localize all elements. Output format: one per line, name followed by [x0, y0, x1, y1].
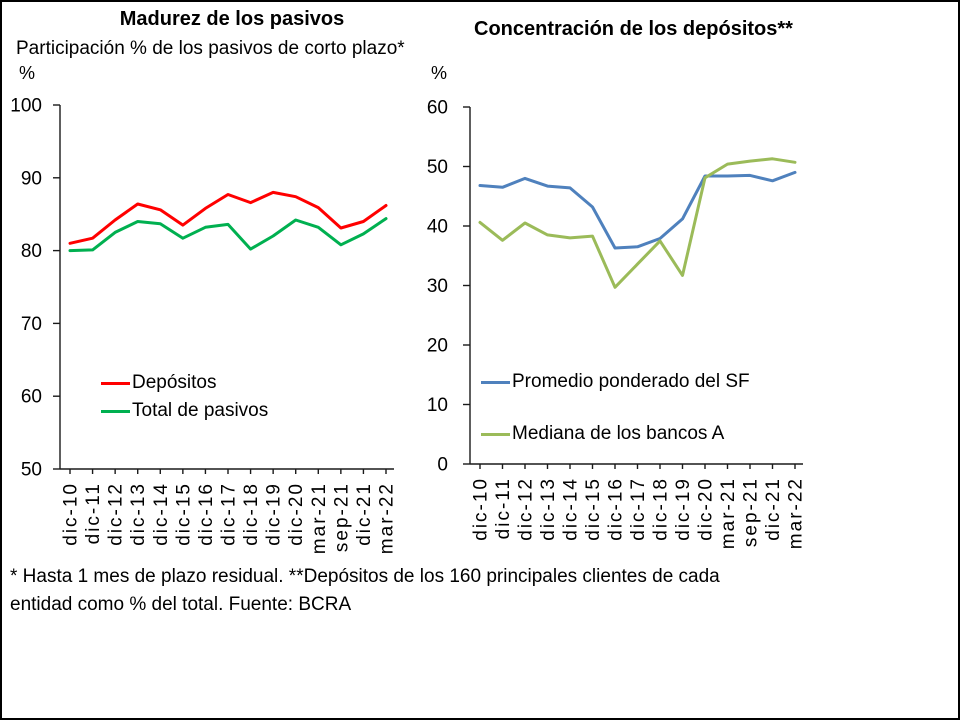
legend-label-total-de-pasivos: Total de pasivos — [132, 400, 269, 421]
legend-label-depositos: Depósitos — [132, 372, 217, 393]
x-tick-label: dic-13 — [128, 482, 149, 546]
x-tick-label: dic-20 — [696, 477, 717, 541]
x-tick-label: mar-22 — [786, 477, 807, 549]
depositos-line-swatch — [101, 381, 130, 385]
series-line — [478, 170, 797, 250]
x-tick-label: dic-19 — [673, 477, 694, 541]
y-tick-label: 40 — [427, 217, 448, 238]
series-line — [68, 217, 388, 253]
promedio-ponderado-line-swatch — [481, 380, 510, 384]
x-tick-label: dic-15 — [173, 482, 194, 546]
y-tick-label: 50 — [21, 460, 42, 481]
y-tick-label: 60 — [427, 98, 448, 119]
x-tick-label: dic-18 — [651, 477, 672, 541]
legend-item-total-de-pasivos: Total de pasivos — [101, 400, 268, 422]
series-line — [68, 190, 388, 245]
x-tick-label: dic-12 — [106, 482, 127, 546]
y-tick-label: 0 — [437, 455, 448, 476]
x-tick-label: dic-10 — [61, 482, 82, 546]
legend-item-promedio-ponderado: Promedio ponderado del SF — [481, 371, 750, 393]
y-tick-label: 90 — [21, 168, 42, 189]
right-chart-title: Concentración de los depósitos** — [474, 18, 793, 40]
x-tick-label: dic-21 — [763, 477, 784, 541]
x-tick-label: dic-11 — [83, 482, 104, 544]
total-de-pasivos-line-swatch — [101, 409, 130, 413]
x-tick-label: dic-15 — [583, 477, 604, 541]
x-tick-label: dic-12 — [516, 477, 537, 541]
y-tick-label: 50 — [427, 157, 448, 178]
x-tick-label: mar-21 — [309, 482, 330, 554]
left-chart-title: Madurez de los pasivos — [119, 8, 345, 30]
y-tick-label: 70 — [21, 314, 42, 335]
x-tick-label: mar-22 — [377, 482, 398, 554]
y-tick-label: 30 — [427, 276, 448, 297]
x-tick-label: dic-14 — [151, 482, 172, 546]
series-line — [478, 157, 797, 289]
right-chart-legend: Promedio ponderado del SF Mediana de los… — [481, 371, 750, 445]
y-tick-label: 60 — [21, 387, 42, 408]
left-chart-subtitle: Participación % de los pasivos de corto … — [16, 38, 405, 59]
x-tick-label: dic-18 — [241, 482, 262, 546]
y-tick-label: 10 — [427, 395, 448, 416]
y-tick-label: 100 — [10, 96, 42, 117]
x-tick-label: dic-21 — [354, 482, 375, 546]
x-tick-label: dic-17 — [628, 477, 649, 541]
x-tick-label: sep-21 — [741, 477, 762, 547]
x-tick-label: sep-21 — [331, 482, 352, 552]
y-tick-label: 20 — [427, 336, 448, 357]
x-tick-label: dic-17 — [219, 482, 240, 546]
x-tick-label: dic-13 — [538, 477, 559, 541]
y-tick-label: 80 — [21, 241, 42, 262]
x-tick-label: dic-11 — [493, 477, 514, 539]
right-chart-y-unit-label: % — [431, 63, 448, 83]
mediana-bancos-a-line-swatch — [481, 432, 510, 436]
legend-label-promedio-ponderado: Promedio ponderado del SF — [512, 371, 750, 392]
x-tick-label: dic-20 — [286, 482, 307, 546]
x-tick-label: dic-19 — [264, 482, 285, 546]
legend-label-mediana-bancos-a: Mediana de los bancos A — [512, 423, 725, 444]
footnote: * Hasta 1 mes de plazo residual. **Depós… — [10, 566, 720, 615]
legend-item-depositos: Depósitos — [101, 372, 268, 394]
left-chart-y-unit-label: % — [19, 63, 36, 83]
x-tick-label: dic-16 — [606, 477, 627, 541]
legend-item-mediana-bancos-a: Mediana de los bancos A — [481, 423, 750, 445]
x-tick-label: mar-21 — [718, 477, 739, 549]
left-chart-legend: Depósitos Total de pasivos — [101, 372, 268, 422]
x-tick-label: dic-14 — [561, 477, 582, 541]
x-tick-label: dic-16 — [196, 482, 217, 546]
x-tick-label: dic-10 — [471, 477, 492, 541]
